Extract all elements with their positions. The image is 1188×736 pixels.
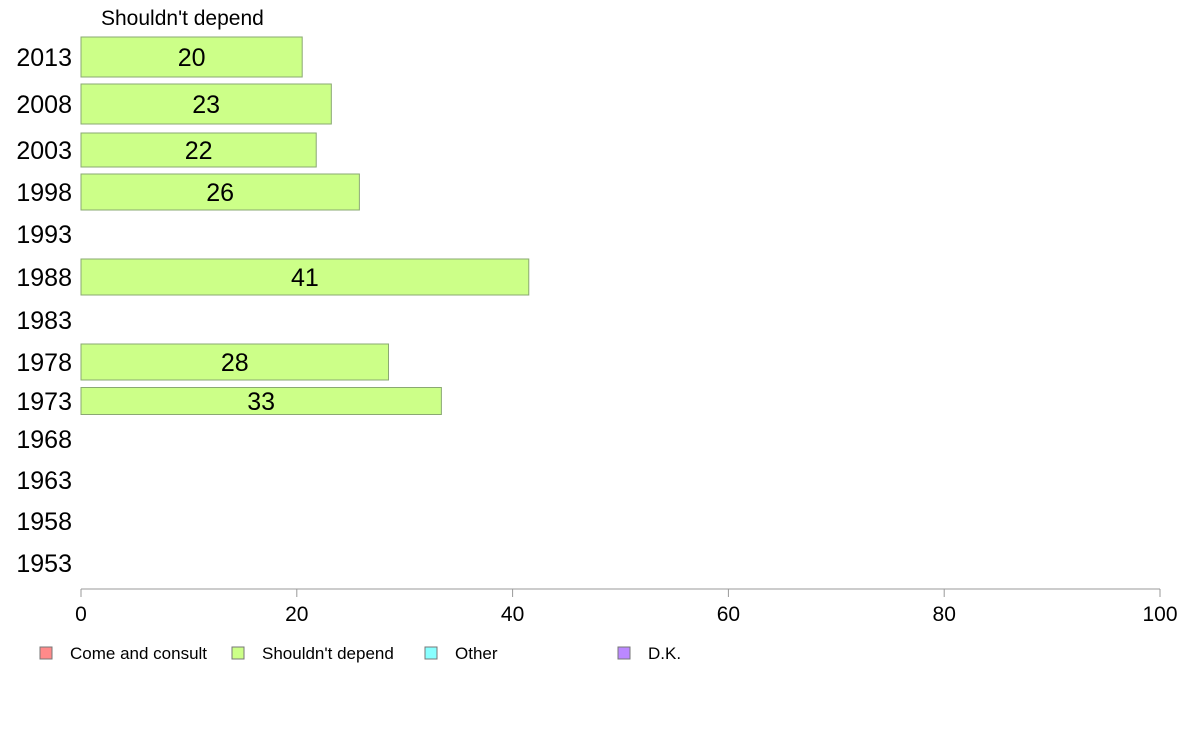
year-label-1998: 1998 [16, 179, 72, 207]
year-label-1993: 1993 [16, 221, 72, 249]
year-label-1968: 1968 [16, 426, 72, 454]
bar-1988 [80, 258, 530, 296]
x-tick-label: 0 [75, 603, 87, 626]
legend-swatch [39, 646, 53, 660]
legend-label: Other [455, 644, 498, 663]
x-tick-label: 100 [1142, 603, 1177, 626]
legend-label: Come and consult [70, 644, 207, 663]
bar-2008 [80, 83, 332, 125]
year-label-2013: 2013 [16, 44, 72, 72]
bar-1998 [80, 173, 360, 211]
year-label-1953: 1953 [16, 550, 72, 578]
x-tick-label: 20 [285, 603, 308, 626]
bar-1973 [80, 387, 442, 415]
year-labels-group: 2013 2008 2003 1998 1993 1988 1983 1978 1973 1968… [16, 44, 72, 578]
legend-swatch [424, 646, 438, 660]
x-axis: 0 20 40 60 80 100 [75, 588, 1178, 626]
year-label-1978: 1978 [16, 349, 72, 377]
year-label-1973: 1973 [16, 388, 72, 416]
bar-1978 [80, 343, 390, 381]
bar-value-label-1978: 28 [221, 349, 249, 377]
year-label-2008: 2008 [16, 91, 72, 119]
legend: Come and consult Shouldn't depend Other D.K… [39, 644, 681, 663]
bar-value-label-1973: 33 [247, 388, 275, 416]
bars-group: 20 23 22 26 41 28 33 [80, 36, 530, 416]
bar-value-label-1988: 41 [291, 264, 319, 292]
year-label-1958: 1958 [16, 508, 72, 536]
bar-2003 [80, 132, 317, 168]
bar-value-label-2003: 22 [185, 137, 213, 165]
year-label-2003: 2003 [16, 137, 72, 165]
bar-value-label-1998: 26 [206, 179, 234, 207]
legend-swatch [231, 646, 245, 660]
x-tick-label: 80 [933, 603, 956, 626]
legend-label: Shouldn't depend [262, 644, 394, 663]
bar-value-label-2008: 23 [192, 91, 220, 119]
x-tick-label: 60 [717, 603, 740, 626]
year-label-1983: 1983 [16, 307, 72, 335]
year-label-1988: 1988 [16, 264, 72, 292]
panel-title: Shouldn't depend [101, 7, 264, 30]
bar-2013 [80, 36, 303, 78]
legend-swatch [617, 646, 631, 660]
legend-label: D.K. [648, 644, 681, 663]
year-label-1963: 1963 [16, 467, 72, 495]
bar-value-label-2013: 20 [178, 44, 206, 72]
x-tick-label: 40 [501, 603, 524, 626]
